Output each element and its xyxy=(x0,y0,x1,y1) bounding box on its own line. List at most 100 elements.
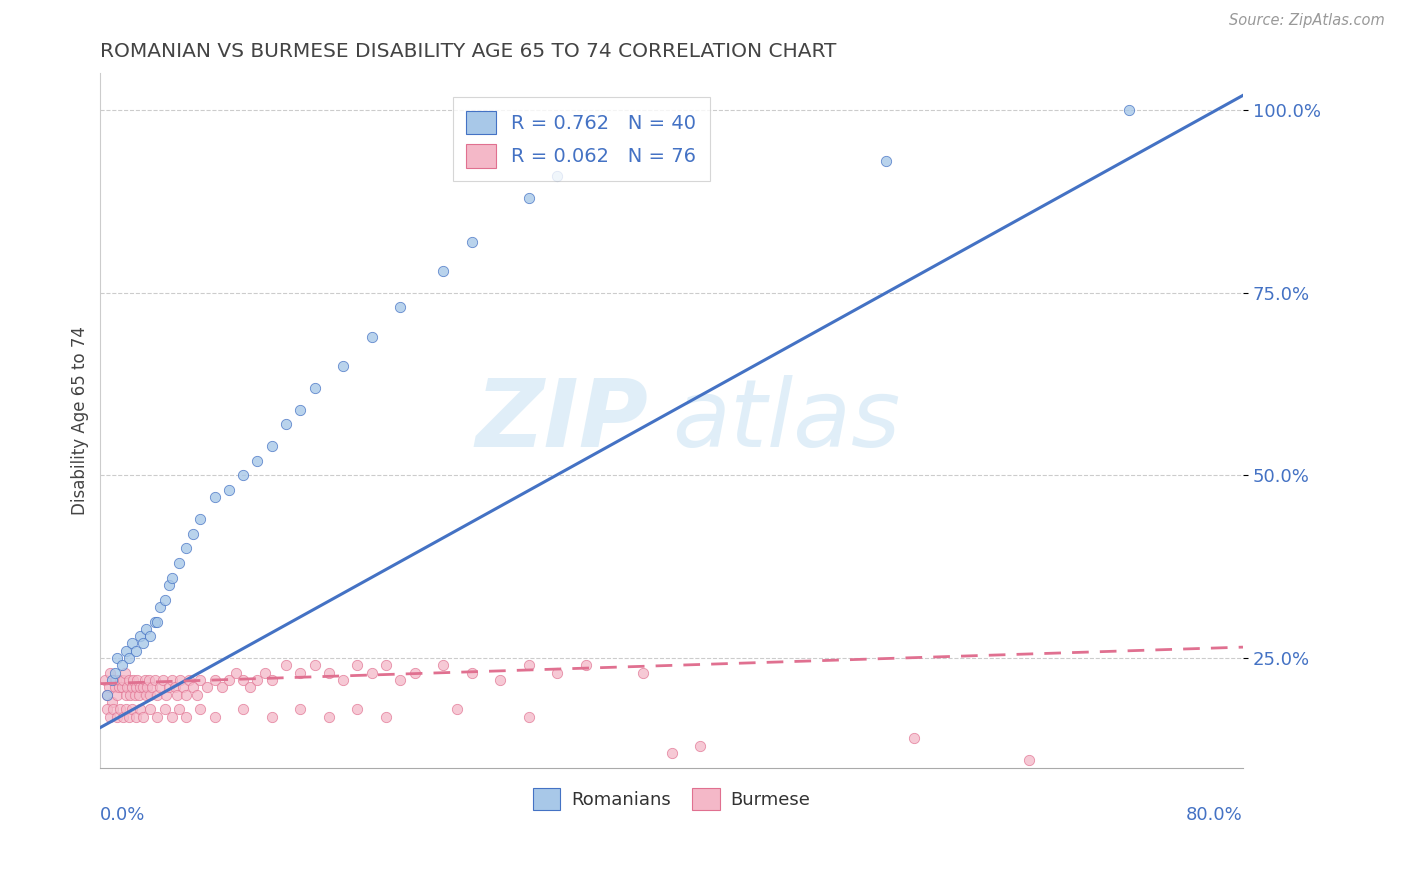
Point xyxy=(128,688,150,702)
Point xyxy=(112,673,135,687)
Point xyxy=(125,644,148,658)
Text: atlas: atlas xyxy=(672,375,900,466)
Point xyxy=(160,673,183,687)
Point xyxy=(274,417,297,432)
Point xyxy=(114,665,136,680)
Point xyxy=(125,709,148,723)
Point xyxy=(98,709,121,723)
Point xyxy=(146,709,169,723)
Point xyxy=(246,454,269,468)
Point xyxy=(246,673,269,687)
Point xyxy=(446,702,468,716)
Point xyxy=(108,681,131,695)
Point xyxy=(97,681,120,695)
Point xyxy=(204,491,226,505)
Point xyxy=(129,702,152,716)
Point xyxy=(304,658,326,673)
Point xyxy=(118,673,141,687)
Point xyxy=(575,658,598,673)
Point xyxy=(304,381,326,395)
Point xyxy=(139,629,162,643)
Point xyxy=(332,359,354,373)
Point xyxy=(188,512,211,526)
Point xyxy=(188,673,211,687)
Point xyxy=(117,681,139,695)
Point xyxy=(127,673,149,687)
Point xyxy=(432,264,454,278)
Point xyxy=(115,688,138,702)
Point xyxy=(232,468,254,483)
Point xyxy=(153,592,176,607)
Point xyxy=(389,300,412,314)
Point xyxy=(204,673,226,687)
Point xyxy=(260,439,283,453)
Point xyxy=(661,746,683,760)
Point xyxy=(132,681,155,695)
Point xyxy=(174,688,197,702)
Point xyxy=(93,673,115,687)
Point xyxy=(218,673,240,687)
Text: Source: ZipAtlas.com: Source: ZipAtlas.com xyxy=(1229,13,1385,29)
Point xyxy=(375,709,398,723)
Point xyxy=(118,651,141,665)
Point xyxy=(225,665,247,680)
Point xyxy=(631,665,654,680)
Point xyxy=(432,658,454,673)
Point xyxy=(153,702,176,716)
Point xyxy=(1118,103,1140,117)
Point xyxy=(460,235,482,249)
Point xyxy=(103,702,125,716)
Point xyxy=(166,688,188,702)
Point xyxy=(232,702,254,716)
Point xyxy=(107,709,129,723)
Point xyxy=(104,665,127,680)
Point xyxy=(124,688,146,702)
Point xyxy=(111,681,134,695)
Point xyxy=(104,681,127,695)
Point xyxy=(274,658,297,673)
Point xyxy=(167,556,190,570)
Point xyxy=(232,673,254,687)
Point xyxy=(404,665,426,680)
Text: ROMANIAN VS BURMESE DISABILITY AGE 65 TO 74 CORRELATION CHART: ROMANIAN VS BURMESE DISABILITY AGE 65 TO… xyxy=(100,42,837,61)
Point xyxy=(111,658,134,673)
Legend: Romanians, Burmese: Romanians, Burmese xyxy=(526,781,817,818)
Point xyxy=(149,599,172,614)
Point xyxy=(517,709,540,723)
Point xyxy=(143,615,166,629)
Point xyxy=(346,658,368,673)
Point xyxy=(135,622,157,636)
Point xyxy=(98,665,121,680)
Point xyxy=(152,673,174,687)
Point xyxy=(875,154,897,169)
Point xyxy=(96,688,118,702)
Point xyxy=(204,709,226,723)
Point xyxy=(167,702,190,716)
Point xyxy=(110,702,132,716)
Point xyxy=(177,673,200,687)
Point xyxy=(139,688,162,702)
Point xyxy=(146,615,169,629)
Point xyxy=(96,688,118,702)
Point xyxy=(174,541,197,556)
Point xyxy=(211,681,233,695)
Text: 80.0%: 80.0% xyxy=(1187,805,1243,824)
Point xyxy=(346,702,368,716)
Point xyxy=(160,571,183,585)
Point xyxy=(172,681,194,695)
Point xyxy=(260,673,283,687)
Point xyxy=(290,702,312,716)
Point xyxy=(155,688,177,702)
Point xyxy=(903,731,925,746)
Point xyxy=(360,329,382,343)
Point xyxy=(318,709,340,723)
Point xyxy=(139,702,162,716)
Point xyxy=(174,709,197,723)
Point xyxy=(125,681,148,695)
Point xyxy=(163,681,186,695)
Point xyxy=(143,673,166,687)
Point xyxy=(115,702,138,716)
Point xyxy=(186,688,208,702)
Point xyxy=(517,658,540,673)
Point xyxy=(121,681,143,695)
